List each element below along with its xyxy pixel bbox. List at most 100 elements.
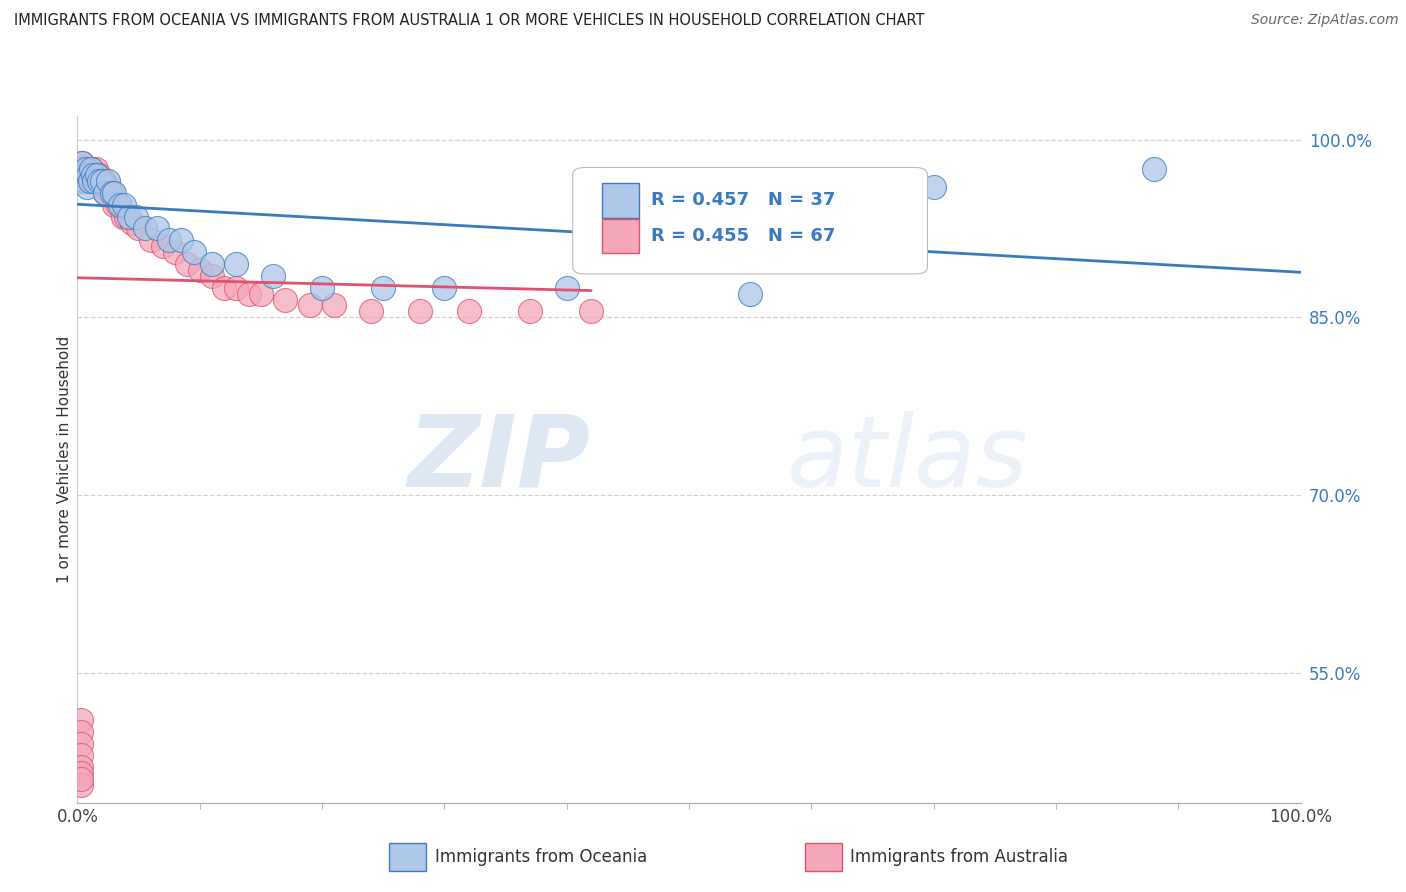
Text: atlas: atlas	[787, 411, 1028, 508]
Point	[740, 286, 762, 301]
Point	[519, 304, 541, 318]
Point	[89, 174, 111, 188]
Point	[371, 281, 394, 295]
Point	[70, 156, 93, 170]
Text: IMMIGRANTS FROM OCEANIA VS IMMIGRANTS FROM AUSTRALIA 1 OR MORE VEHICLES IN HOUSE: IMMIGRANTS FROM OCEANIA VS IMMIGRANTS FR…	[14, 13, 925, 29]
Point	[76, 180, 98, 194]
Text: R = 0.457   N = 37: R = 0.457 N = 37	[651, 192, 835, 210]
Point	[238, 286, 260, 301]
Point	[73, 174, 96, 188]
Point	[70, 724, 93, 739]
Point	[433, 281, 456, 295]
Point	[125, 210, 148, 224]
Point	[76, 162, 98, 177]
FancyBboxPatch shape	[572, 168, 928, 274]
Point	[70, 168, 93, 182]
Y-axis label: 1 or more Vehicles in Household: 1 or more Vehicles in Household	[56, 335, 72, 583]
Point	[111, 210, 134, 224]
Point	[250, 286, 273, 301]
Point	[225, 281, 247, 295]
Point	[118, 210, 141, 224]
Point	[409, 304, 432, 318]
Point	[188, 263, 211, 277]
Point	[311, 281, 333, 295]
Point	[579, 304, 602, 318]
Point	[87, 174, 110, 188]
Point	[90, 174, 112, 188]
Point	[70, 772, 93, 786]
Point	[84, 174, 107, 188]
Point	[98, 186, 121, 200]
Point	[183, 245, 205, 260]
Point	[922, 180, 945, 194]
Point	[80, 162, 103, 177]
Text: Source: ZipAtlas.com: Source: ZipAtlas.com	[1251, 13, 1399, 28]
Point	[157, 233, 180, 247]
Point	[83, 174, 105, 188]
Point	[1143, 162, 1166, 177]
Point	[70, 766, 93, 780]
Point	[152, 239, 174, 253]
Point	[86, 168, 108, 182]
Point	[72, 168, 94, 182]
Text: Immigrants from Australia: Immigrants from Australia	[851, 848, 1069, 866]
Point	[91, 180, 114, 194]
Point	[107, 198, 129, 212]
Point	[134, 221, 156, 235]
Point	[103, 186, 125, 200]
Point	[83, 174, 105, 188]
Point	[555, 281, 578, 295]
Point	[77, 168, 100, 182]
Point	[80, 174, 103, 188]
Point	[70, 778, 93, 792]
Point	[127, 221, 149, 235]
Point	[94, 186, 117, 200]
Point	[75, 168, 97, 182]
Point	[201, 268, 224, 283]
Point	[79, 168, 101, 182]
Point	[75, 162, 97, 177]
Point	[75, 162, 97, 177]
Point	[80, 174, 103, 188]
Point	[70, 156, 93, 170]
Point	[100, 186, 122, 200]
Point	[139, 233, 162, 247]
Point	[274, 293, 297, 307]
Point	[97, 174, 120, 188]
Point	[73, 168, 96, 182]
Point	[262, 268, 284, 283]
Point	[79, 162, 101, 177]
Point	[360, 304, 382, 318]
Point	[225, 257, 247, 271]
Point	[86, 168, 108, 182]
Point	[323, 298, 346, 312]
Point	[84, 162, 107, 177]
Point	[90, 174, 112, 188]
Point	[97, 180, 120, 194]
Point	[72, 162, 94, 177]
Point	[165, 245, 187, 260]
Point	[457, 304, 479, 318]
Point	[89, 168, 111, 182]
Point	[70, 748, 93, 763]
Point	[112, 198, 135, 212]
Point	[176, 257, 198, 271]
Point	[70, 760, 93, 774]
Point	[70, 737, 93, 751]
Point	[170, 233, 193, 247]
Point	[103, 198, 125, 212]
Point	[76, 174, 98, 188]
Point	[298, 298, 321, 312]
Point	[82, 168, 104, 182]
FancyBboxPatch shape	[602, 219, 638, 253]
Point	[80, 162, 103, 177]
Point	[94, 186, 117, 200]
Point	[201, 257, 224, 271]
Point	[121, 215, 143, 229]
FancyBboxPatch shape	[602, 183, 638, 218]
Point	[77, 168, 100, 182]
Text: ZIP: ZIP	[408, 411, 591, 508]
FancyBboxPatch shape	[389, 843, 426, 871]
Point	[146, 221, 169, 235]
Text: Immigrants from Oceania: Immigrants from Oceania	[434, 848, 647, 866]
